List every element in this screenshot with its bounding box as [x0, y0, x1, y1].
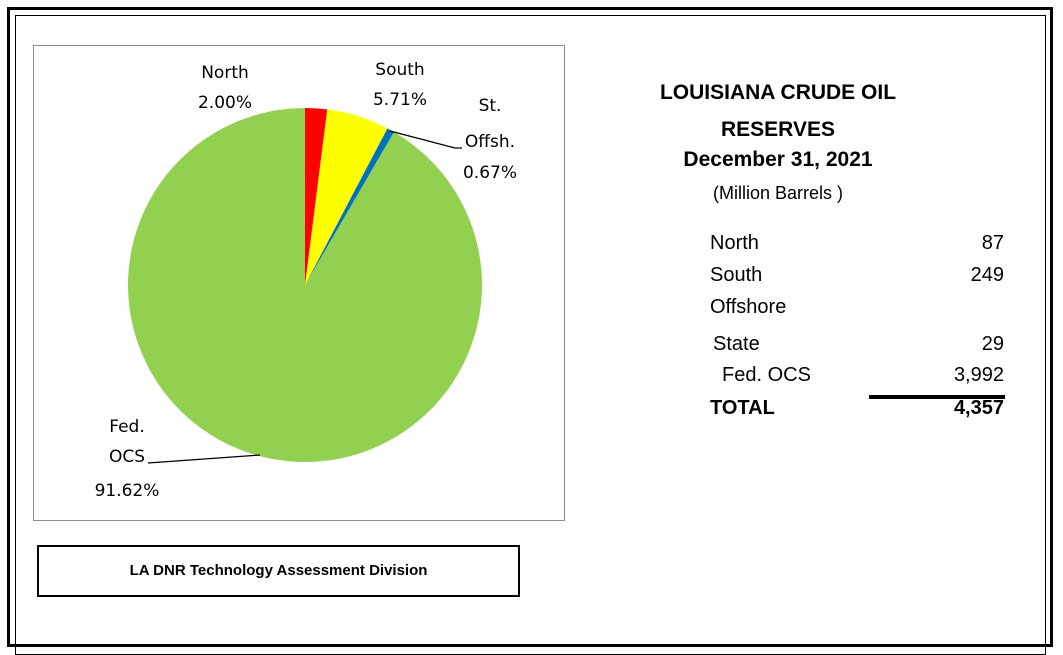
value-label: 91.62%	[94, 481, 160, 501]
category-label: St. Offsh.	[464, 96, 516, 152]
category-label: South	[375, 60, 425, 80]
row-label: Offshore	[710, 296, 787, 318]
footer: LA DNR Technology Assessment Division	[37, 545, 520, 597]
value-label: 0.67%	[462, 163, 517, 183]
table-row: State 29	[710, 333, 1004, 363]
value-label: 2.00%	[197, 93, 252, 113]
table-row: South 249	[710, 264, 1004, 294]
slice-label: Fed. OCS 91.62%	[95, 412, 160, 506]
slice-label: North 2.00%	[185, 58, 265, 118]
row-value: 29	[981, 333, 1004, 355]
row-value: 249	[970, 264, 1004, 286]
pie-slice	[305, 128, 394, 285]
table-row: Offshore	[710, 296, 1004, 326]
table-row: North 87	[710, 232, 1004, 262]
row-value: 4,357	[953, 397, 1004, 419]
chart-area	[33, 45, 565, 521]
pie-slice	[305, 109, 388, 286]
slice-label: South 5.71%	[360, 55, 440, 115]
date: December 31, 2021	[683, 148, 873, 171]
category-label: North	[201, 63, 249, 83]
total-rule	[869, 395, 1005, 399]
page: {"chart_data": {"type": "pie", "categori…	[7, 7, 1053, 655]
row-label: TOTAL	[710, 397, 775, 419]
value-label: 5.71%	[372, 90, 427, 110]
row-label: Fed. OCS	[722, 364, 811, 386]
table-row: Fed. OCS 3,992	[710, 364, 1004, 394]
unit: (Million Barrels )	[712, 183, 844, 203]
row-label: North	[710, 232, 759, 254]
category-label: Fed. OCS	[108, 417, 146, 467]
table-row: TOTAL 4,357	[710, 397, 1004, 427]
slice-label: St. Offsh. 0.67%	[460, 88, 520, 188]
chart	[127, 108, 482, 464]
leader-line	[147, 454, 261, 464]
title: LOUISIANA CRUDE OIL RESERVES	[659, 81, 897, 141]
row-value: 3,992	[953, 364, 1004, 386]
pie-slice	[127, 108, 482, 462]
row-label: State	[713, 333, 760, 355]
leader-line	[389, 130, 462, 149]
pie-slice	[305, 108, 328, 285]
row-label: South	[710, 264, 763, 286]
row-value: 87	[981, 232, 1004, 254]
